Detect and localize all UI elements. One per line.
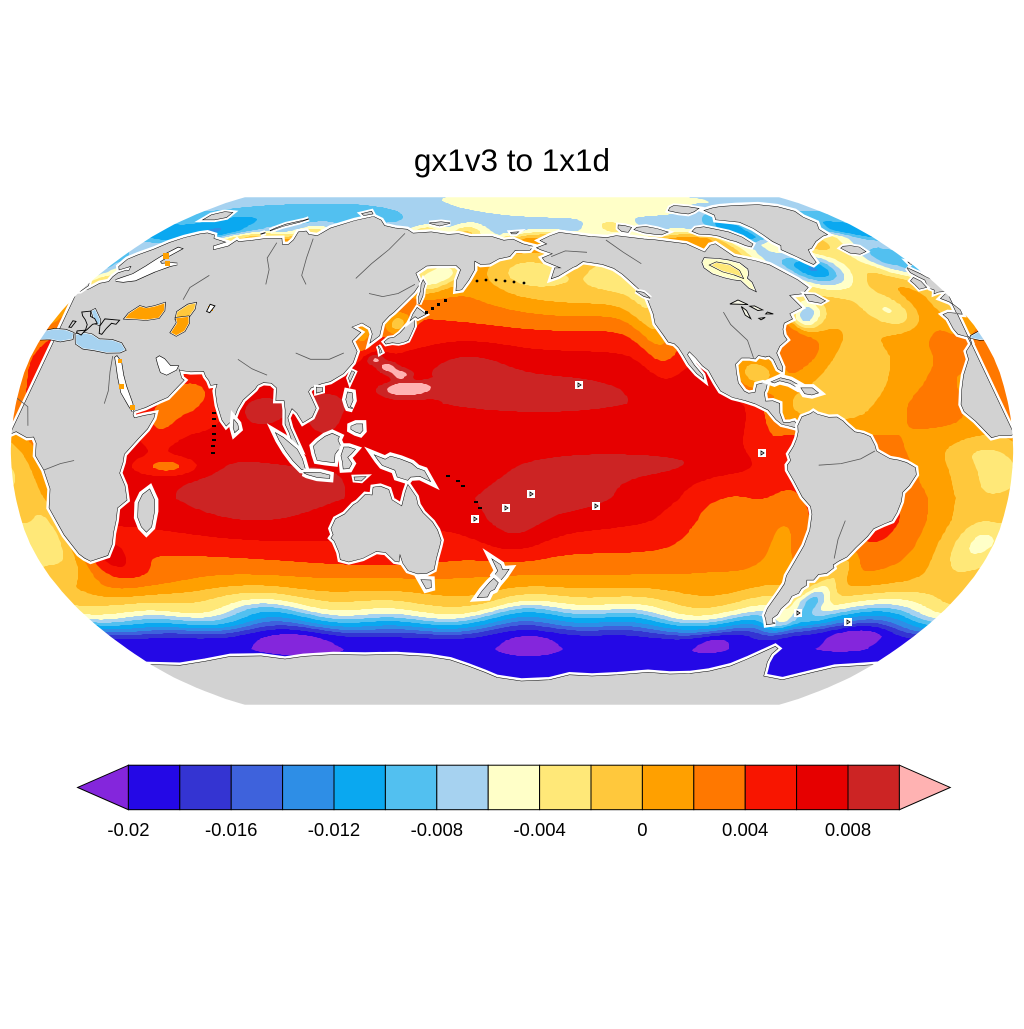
svg-text:0: 0	[637, 819, 647, 840]
svg-text:-0.004: -0.004	[513, 819, 565, 840]
svg-text:gx1v3 to 1x1d: gx1v3 to 1x1d	[414, 142, 610, 178]
svg-text:-0.008: -0.008	[411, 819, 463, 840]
svg-text:-0.016: -0.016	[205, 819, 257, 840]
svg-text:-0.012: -0.012	[308, 819, 360, 840]
svg-text:0.004: 0.004	[722, 819, 768, 840]
svg-text:-0.02: -0.02	[107, 819, 149, 840]
svg-text:0.008: 0.008	[825, 819, 871, 840]
